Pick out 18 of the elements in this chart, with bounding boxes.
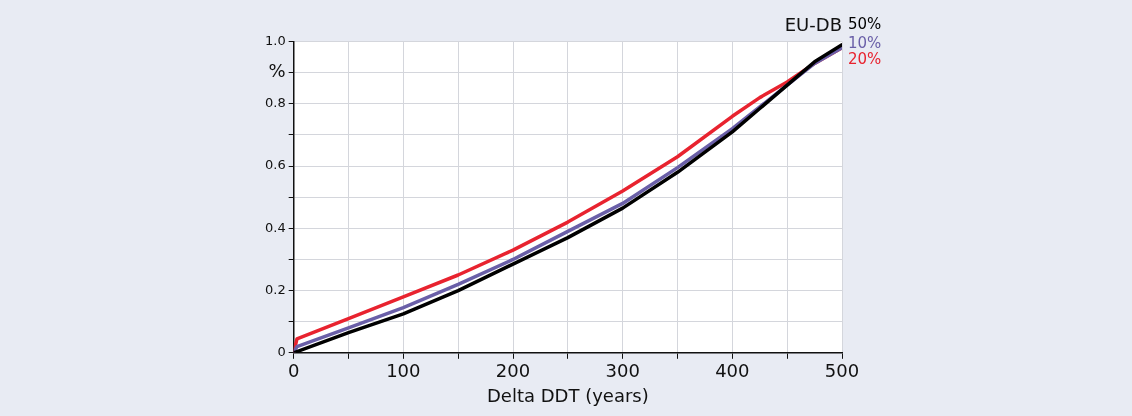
x-tick-label: 100 [386, 360, 421, 382]
y-tick-label: 1.0 [264, 32, 286, 48]
x-tick-label: 300 [605, 360, 640, 382]
y-axis-title: % [268, 60, 286, 82]
series-label: 10% [848, 33, 882, 52]
y-tick-label: 0 [277, 344, 286, 360]
chart-title: EU-DB [784, 14, 842, 36]
series-label: 50% [848, 14, 882, 33]
x-tick-label: 0 [287, 360, 300, 382]
y-tick-label: 0.2 [264, 281, 286, 297]
y-tick-label: 0.4 [264, 219, 286, 235]
x-tick-label: 200 [495, 360, 531, 382]
x-tick-label: 400 [715, 360, 750, 382]
x-tick-label: 500 [824, 360, 860, 382]
series-label: 20% [848, 49, 882, 68]
x-axis-title: Delta DDT (years) [486, 384, 649, 406]
y-tick-label: 0.6 [264, 157, 286, 173]
y-tick-label: 0.8 [264, 95, 286, 111]
